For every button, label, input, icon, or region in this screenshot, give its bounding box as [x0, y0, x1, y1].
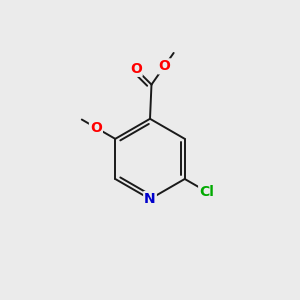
- Text: N: N: [144, 192, 156, 206]
- Text: O: O: [90, 121, 102, 135]
- Text: O: O: [158, 59, 170, 74]
- Text: Cl: Cl: [199, 184, 214, 199]
- Text: O: O: [130, 62, 142, 76]
